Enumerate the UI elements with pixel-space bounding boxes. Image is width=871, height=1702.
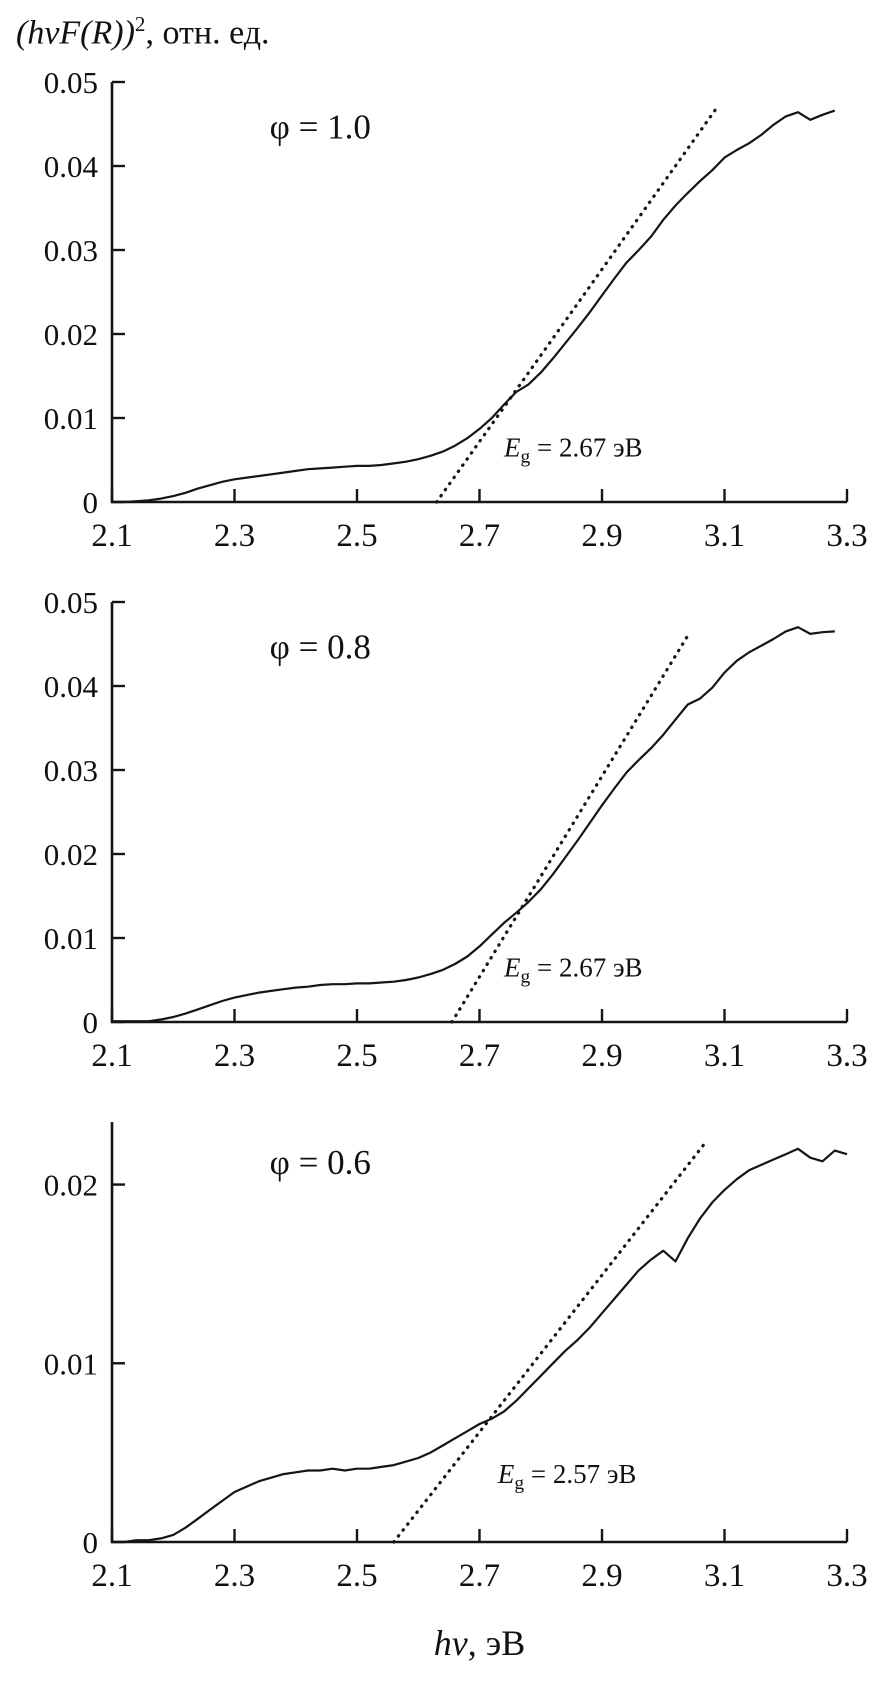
tauc-plot-panel-phi-0.8: 0 0.01 0.02 0.03 0.04 0.05 2.1 2.3 2.5 2.7 2.9 3.1 3… — [44, 585, 868, 1074]
band-gap-annotation: Eg = 2.57 эВ — [497, 1459, 637, 1494]
x-tick-label: 3.3 — [826, 1558, 867, 1594]
phi-label: φ = 0.6 — [270, 1143, 371, 1182]
x-tick-label: 2.3 — [214, 1038, 255, 1074]
tauc-plot-panel-phi-0.6: 0 0.01 0.02 2.1 2.3 2.5 2.7 2.9 3.1 3.3 φ = 0.6 Eg … — [44, 1122, 868, 1594]
axis-lines — [110, 1122, 847, 1544]
x-tick-label: 2.3 — [214, 1558, 255, 1594]
phi-label: φ = 0.8 — [270, 627, 371, 666]
kubelka-munk-spectrum — [112, 1147, 848, 1544]
tauc-linear-fit — [392, 1140, 708, 1544]
xlabel-math: hν — [433, 1623, 468, 1663]
x-tick-label: 2.1 — [91, 518, 132, 554]
x-tick-label: 2.5 — [336, 1038, 377, 1074]
y-tick-label: 0 — [83, 485, 99, 520]
y-tick-label: 0.03 — [44, 753, 98, 788]
axis-lines — [110, 82, 847, 504]
ylabel-units: , отн. ед. — [145, 14, 270, 52]
x-tick-label: 2.5 — [336, 1558, 377, 1594]
y-tick-label: 0.03 — [44, 233, 98, 268]
y-tick-label: 0 — [83, 1005, 99, 1040]
x-tick-label: 3.3 — [826, 1038, 867, 1074]
kubelka-munk-spectrum — [112, 626, 835, 1023]
y-tick-label: 0.02 — [44, 1168, 98, 1203]
y-tick-label: 0.01 — [44, 1346, 98, 1381]
x-tick-label: 2.1 — [91, 1558, 132, 1594]
x-tick-label: 3.1 — [704, 518, 745, 554]
x-tick-label: 3.1 — [704, 1558, 745, 1594]
tauc-plot-panel-phi-1.0: 0 0.01 0.02 0.03 0.04 0.05 2.1 2.3 2.5 2.7 2.9 3.1 3… — [44, 65, 868, 554]
xlabel-units: , эВ — [467, 1623, 526, 1663]
axis-lines — [110, 602, 847, 1024]
x-tick-label: 2.9 — [581, 1038, 622, 1074]
x-tick-label: 2.7 — [459, 518, 500, 554]
y-tick-label: 0.01 — [44, 401, 98, 436]
x-tick-label: 3.1 — [704, 1038, 745, 1074]
x-tick-label: 2.9 — [581, 518, 622, 554]
x-tick-label: 2.5 — [336, 518, 377, 554]
y-tick-label: 0.04 — [44, 149, 99, 184]
tauc-linear-fit — [435, 103, 721, 504]
x-tick-label: 2.9 — [581, 1558, 622, 1594]
y-tick-label: 0 — [83, 1525, 99, 1560]
y-tick-label: 0.05 — [44, 65, 98, 100]
x-tick-label: 2.7 — [459, 1558, 500, 1594]
y-tick-label: 0.01 — [44, 921, 98, 956]
y-tick-label: 0.02 — [44, 317, 98, 352]
band-gap-annotation: Eg = 2.67 эВ — [503, 433, 643, 468]
kubelka-munk-spectrum — [112, 109, 836, 504]
x-tick-label: 2.1 — [91, 1038, 132, 1074]
tauc-linear-fit — [450, 633, 690, 1024]
y-tick-label: 0.04 — [44, 669, 99, 704]
y-tick-label: 0.05 — [44, 585, 98, 620]
x-tick-label: 2.3 — [214, 518, 255, 554]
ylabel-math: (hνF(R)) — [16, 14, 135, 52]
figure-y-axis-title: (hνF(R))2, отн. ед. — [0, 0, 871, 62]
band-gap-annotation: Eg = 2.67 эВ — [503, 953, 643, 988]
phi-label: φ = 1.0 — [270, 107, 371, 146]
ylabel-exponent: 2 — [134, 12, 146, 36]
y-tick-label: 0.02 — [44, 837, 98, 872]
x-tick-label: 2.7 — [459, 1038, 500, 1074]
x-tick-label: 3.3 — [826, 518, 867, 554]
figure-x-axis-title: hν, эВ — [0, 1622, 871, 1664]
